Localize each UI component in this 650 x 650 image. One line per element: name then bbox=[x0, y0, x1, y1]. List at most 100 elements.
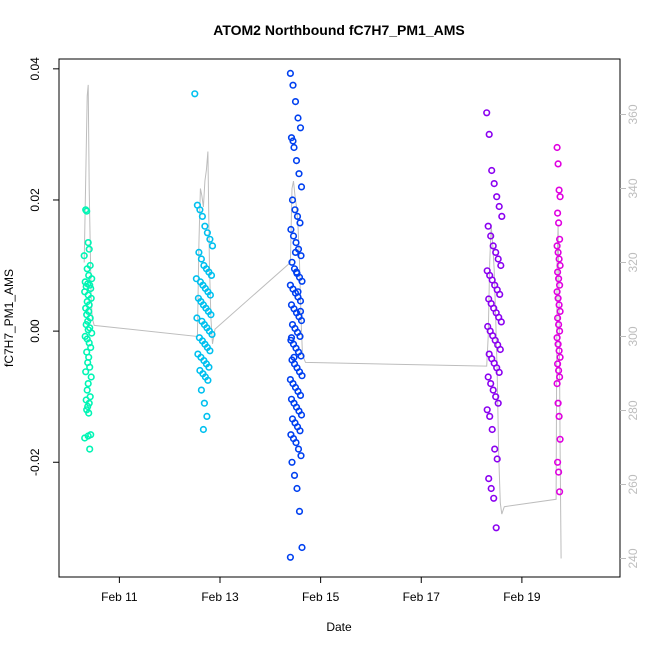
data-point bbox=[87, 284, 95, 293]
data-point bbox=[556, 193, 564, 201]
y2-tick-label: 240 bbox=[626, 548, 640, 568]
data-point bbox=[83, 265, 91, 273]
data-points bbox=[80, 69, 564, 561]
data-point bbox=[489, 386, 497, 394]
data-point bbox=[294, 445, 303, 453]
x-tick-label: Feb 11 bbox=[101, 590, 138, 604]
data-point bbox=[287, 334, 296, 342]
data-point bbox=[488, 166, 496, 175]
data-point bbox=[554, 468, 563, 476]
data-point bbox=[288, 196, 297, 204]
data-point bbox=[492, 524, 500, 532]
data-point bbox=[484, 373, 492, 381]
data-point bbox=[556, 353, 564, 361]
data-point bbox=[88, 275, 96, 283]
data-point bbox=[492, 248, 500, 256]
x-tick-label: Feb 19 bbox=[503, 590, 541, 604]
y2-tick-label: 360 bbox=[626, 104, 640, 124]
data-point bbox=[296, 219, 304, 227]
y-axis: -0.02 0.00 0.02 0.04 bbox=[28, 57, 59, 476]
data-point bbox=[289, 137, 297, 145]
data-point bbox=[493, 193, 501, 201]
y-axis-label: fC7H7_PM1_AMS bbox=[2, 269, 16, 367]
data-point bbox=[204, 376, 212, 384]
data-point bbox=[496, 290, 504, 299]
data-point bbox=[483, 406, 491, 414]
y-tick-label: 0.04 bbox=[28, 57, 42, 81]
data-point bbox=[196, 206, 204, 214]
y2-tick-label: 300 bbox=[626, 326, 640, 346]
data-point bbox=[485, 475, 493, 483]
data-point bbox=[297, 411, 306, 419]
data-point bbox=[554, 340, 562, 348]
y2-tick-label: 340 bbox=[626, 178, 640, 198]
data-point bbox=[498, 212, 506, 220]
data-point bbox=[87, 343, 95, 352]
x-axis-label: Date bbox=[326, 620, 352, 634]
y2-tick-label: 320 bbox=[626, 252, 640, 272]
data-point bbox=[555, 412, 563, 421]
data-point bbox=[206, 347, 214, 355]
data-point bbox=[191, 90, 199, 98]
data-point bbox=[553, 268, 562, 276]
data-point bbox=[207, 311, 215, 319]
data-point bbox=[291, 248, 300, 256]
data-point bbox=[556, 261, 564, 270]
data-point bbox=[554, 219, 563, 227]
data-point bbox=[197, 255, 205, 263]
data-point bbox=[553, 334, 561, 342]
data-point bbox=[289, 81, 297, 89]
data-point bbox=[195, 248, 203, 256]
data-point bbox=[487, 232, 495, 240]
data-point bbox=[495, 202, 503, 211]
data-point bbox=[554, 399, 562, 407]
data-point bbox=[290, 353, 298, 361]
data-point bbox=[83, 386, 91, 394]
data-point bbox=[553, 458, 562, 466]
y-tick-label: 0.00 bbox=[28, 319, 42, 343]
series-0 bbox=[80, 206, 96, 453]
data-point bbox=[297, 317, 306, 325]
data-point bbox=[290, 143, 298, 152]
y-tick-label: 0.02 bbox=[28, 188, 42, 212]
data-point bbox=[292, 239, 300, 247]
data-point bbox=[556, 435, 564, 443]
data-point bbox=[553, 360, 562, 368]
data-point bbox=[555, 301, 563, 309]
series-3 bbox=[483, 109, 506, 532]
x-tick-label: Feb 13 bbox=[201, 590, 239, 604]
secondary-trace bbox=[83, 84, 562, 559]
data-point bbox=[294, 114, 302, 122]
data-point bbox=[291, 206, 299, 214]
data-point bbox=[298, 372, 306, 380]
data-point bbox=[293, 484, 301, 493]
data-point bbox=[84, 380, 92, 388]
data-point bbox=[554, 248, 562, 256]
data-point bbox=[555, 327, 564, 335]
data-point bbox=[295, 507, 304, 516]
data-point bbox=[87, 373, 95, 381]
data-point bbox=[84, 402, 92, 411]
data-point bbox=[296, 391, 305, 400]
data-point bbox=[206, 235, 214, 243]
data-point bbox=[203, 229, 211, 237]
y2-tick-label: 280 bbox=[626, 400, 640, 420]
data-point bbox=[205, 363, 213, 371]
data-point bbox=[197, 386, 205, 394]
data-point bbox=[555, 186, 563, 194]
data-point bbox=[555, 235, 564, 243]
data-point bbox=[489, 242, 497, 250]
data-point bbox=[298, 277, 306, 285]
data-point bbox=[88, 329, 96, 337]
data-point bbox=[288, 458, 296, 466]
data-point bbox=[286, 553, 295, 561]
data-point bbox=[554, 160, 562, 168]
x-tick-label: Feb 15 bbox=[302, 590, 340, 604]
data-point bbox=[495, 368, 503, 377]
data-point bbox=[292, 268, 301, 276]
data-point bbox=[85, 245, 93, 253]
x-tick-label: Feb 17 bbox=[403, 590, 441, 604]
data-point bbox=[490, 494, 498, 502]
data-point bbox=[484, 222, 492, 230]
data-point bbox=[297, 252, 305, 260]
